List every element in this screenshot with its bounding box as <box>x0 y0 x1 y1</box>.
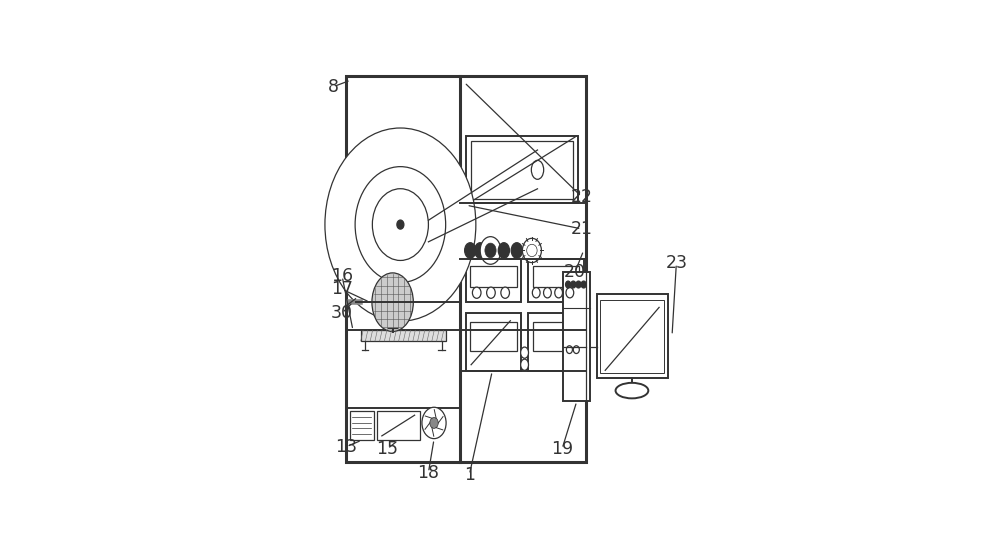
FancyBboxPatch shape <box>528 259 584 302</box>
FancyBboxPatch shape <box>470 321 517 351</box>
Ellipse shape <box>511 242 522 258</box>
Text: 18: 18 <box>417 464 439 482</box>
Ellipse shape <box>581 281 586 288</box>
Text: 22: 22 <box>570 188 592 206</box>
FancyBboxPatch shape <box>528 313 584 371</box>
Text: 8: 8 <box>328 78 339 96</box>
Ellipse shape <box>573 346 579 353</box>
FancyBboxPatch shape <box>466 259 521 302</box>
FancyBboxPatch shape <box>350 411 374 440</box>
Ellipse shape <box>480 237 501 264</box>
Text: 15: 15 <box>376 440 398 458</box>
FancyBboxPatch shape <box>346 76 586 462</box>
Ellipse shape <box>531 160 544 179</box>
Ellipse shape <box>475 242 486 258</box>
FancyBboxPatch shape <box>597 293 668 377</box>
Ellipse shape <box>485 243 496 258</box>
FancyBboxPatch shape <box>361 330 446 341</box>
Ellipse shape <box>576 281 581 288</box>
FancyBboxPatch shape <box>466 136 578 203</box>
FancyBboxPatch shape <box>470 265 517 287</box>
FancyBboxPatch shape <box>377 411 420 440</box>
Text: 17: 17 <box>331 280 353 298</box>
Ellipse shape <box>571 281 576 288</box>
Ellipse shape <box>521 359 528 370</box>
FancyBboxPatch shape <box>471 141 573 199</box>
Ellipse shape <box>544 287 551 298</box>
Ellipse shape <box>521 347 528 358</box>
Ellipse shape <box>487 287 495 298</box>
Text: 1: 1 <box>464 466 475 484</box>
Ellipse shape <box>355 167 446 283</box>
Ellipse shape <box>430 418 438 428</box>
Text: 21: 21 <box>570 220 592 238</box>
Ellipse shape <box>372 273 413 332</box>
Ellipse shape <box>555 287 563 298</box>
FancyBboxPatch shape <box>533 321 579 351</box>
Ellipse shape <box>422 407 446 438</box>
Ellipse shape <box>566 281 571 288</box>
Text: 13: 13 <box>335 438 357 456</box>
Ellipse shape <box>498 242 509 258</box>
Ellipse shape <box>472 287 481 298</box>
Text: 16: 16 <box>331 267 353 286</box>
Ellipse shape <box>566 287 574 298</box>
Ellipse shape <box>532 287 540 298</box>
Ellipse shape <box>465 242 476 258</box>
FancyBboxPatch shape <box>533 265 579 287</box>
Ellipse shape <box>527 244 537 256</box>
Ellipse shape <box>501 287 509 298</box>
Text: 30: 30 <box>331 304 353 322</box>
Ellipse shape <box>522 239 541 263</box>
FancyBboxPatch shape <box>297 67 728 498</box>
FancyBboxPatch shape <box>600 300 664 374</box>
Ellipse shape <box>372 189 428 260</box>
Text: 23: 23 <box>665 254 687 272</box>
Ellipse shape <box>397 220 404 229</box>
Ellipse shape <box>325 128 476 321</box>
Ellipse shape <box>566 346 572 353</box>
Text: 20: 20 <box>564 263 586 281</box>
FancyBboxPatch shape <box>563 272 590 402</box>
Ellipse shape <box>616 383 648 398</box>
Text: 19: 19 <box>551 440 573 458</box>
FancyBboxPatch shape <box>466 313 521 371</box>
